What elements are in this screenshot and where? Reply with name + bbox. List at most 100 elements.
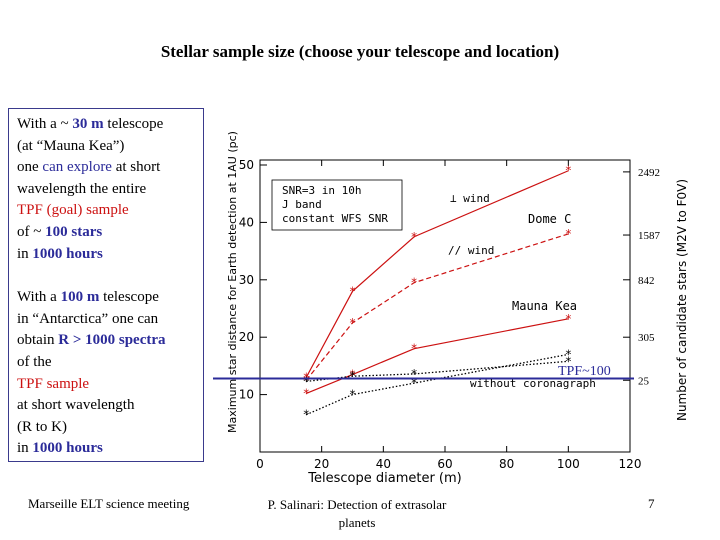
- text-line: of the: [17, 352, 195, 374]
- x-tick-label: 40: [376, 457, 391, 471]
- text-line: wavelength the entire: [17, 179, 195, 201]
- text-segment: TPF sample: [17, 375, 90, 392]
- text-box: With a ~ 30 m telescope (at “Mauna Kea”) o…: [8, 108, 204, 462]
- text-segment: 100 stars: [45, 223, 103, 240]
- text-line: With a 100 m telescope: [17, 287, 195, 309]
- right-tick-label: 25: [638, 375, 650, 387]
- data-point: *: [565, 227, 571, 241]
- text-segment: With a ~: [17, 116, 73, 132]
- data-point: *: [350, 316, 356, 330]
- text-block-30m: With a ~ 30 m telescope (at “Mauna Kea”) o…: [17, 114, 195, 265]
- text-line: of ~ 100 stars: [17, 222, 195, 244]
- text-segment: wavelength the entire: [17, 180, 147, 197]
- footer-page-number: 7: [648, 496, 655, 511]
- legend-band: J band: [282, 198, 322, 211]
- y-tick-label: 50: [239, 158, 254, 172]
- y-tick-label: 20: [239, 330, 254, 344]
- data-point: *: [303, 386, 309, 400]
- text-segment: at short: [111, 159, 161, 176]
- text-segment: TPF (goal) sample: [17, 202, 129, 219]
- text-segment: (at “Mauna Kea”): [17, 137, 125, 154]
- x-tick-label: 0: [256, 457, 264, 471]
- text-segment: one: [17, 159, 43, 176]
- text-line: in 1000 hours: [17, 438, 195, 460]
- data-point: *: [565, 312, 571, 326]
- text-segment: of the: [17, 353, 52, 370]
- y-axis-ticks: 10 20 30 40 50: [239, 158, 267, 402]
- data-point: *: [411, 230, 417, 244]
- x-tick-label: 20: [314, 457, 329, 471]
- series-line-1: [305, 233, 569, 381]
- series-line-4: [306, 360, 569, 383]
- series-line-0: [305, 170, 569, 378]
- y-tick-label: 40: [239, 215, 254, 229]
- footer-event: Marseille ELT science meeting: [28, 496, 190, 511]
- text-segment: can explore: [42, 159, 112, 176]
- text-segment: in “Antarctica” one can: [17, 310, 159, 327]
- x-tick-label: 80: [499, 457, 514, 471]
- data-point: *: [411, 342, 417, 356]
- annotation-dome-c: Dome C: [528, 212, 571, 226]
- right-axis-label: Number of candidate stars (M2V to F0V): [675, 179, 689, 421]
- text-line: obtain R > 1000 spectra: [17, 330, 195, 352]
- text-line: in 1000 hours: [17, 244, 195, 266]
- data-point: *: [411, 367, 417, 381]
- legend-wfs: constant WFS SNR: [282, 212, 388, 225]
- text-segment: telescope: [103, 116, 164, 132]
- data-point: *: [565, 164, 571, 178]
- right-axis-ticks: 25 305 842 1587 2492: [623, 167, 661, 387]
- data-point: *: [411, 376, 417, 390]
- data-point: *: [565, 354, 571, 368]
- annotation-par-wind: // wind: [448, 244, 494, 257]
- legend-snr: SNR=3 in 10h: [282, 184, 361, 197]
- text-line: at short wavelength: [17, 395, 195, 417]
- data-point: *: [303, 374, 309, 388]
- annotation-perp-wind: ⊥ wind: [450, 192, 490, 205]
- legend-box: [271, 179, 403, 231]
- x-tick-label: 60: [437, 457, 452, 471]
- text-segment: of ~: [17, 223, 46, 240]
- text-segment: 100 m: [60, 289, 100, 306]
- text-line: TPF (goal) sample: [17, 200, 195, 222]
- text-line: (R to K): [17, 417, 195, 439]
- text-block-100m: With a 100 m telescope in “Antarctica” on…: [17, 287, 195, 460]
- y-tick-label: 10: [239, 388, 254, 402]
- text-segment: obtain: [17, 332, 59, 349]
- text-line: TPF sample: [17, 374, 195, 396]
- data-point: *: [350, 284, 356, 298]
- data-point: *: [350, 368, 356, 382]
- series-line-3: [305, 353, 569, 416]
- x-tick-label: 100: [557, 457, 580, 471]
- right-tick-label: 1587: [638, 230, 661, 242]
- text-segment: in: [17, 440, 33, 457]
- right-tick-label: 842: [638, 275, 655, 287]
- annotation-tpf: TPF~100: [558, 364, 611, 379]
- text-line: one can explore at short: [17, 157, 195, 179]
- right-tick-label: 2492: [638, 167, 660, 179]
- x-axis-ticks: 0 20 40 60 80 100 120: [256, 160, 641, 471]
- text-line: (at “Mauna Kea”): [17, 136, 195, 158]
- text-segment: 30 m: [72, 116, 104, 132]
- data-point: *: [303, 408, 309, 422]
- text-segment: With a: [17, 289, 61, 306]
- right-tick-label: 305: [638, 332, 655, 344]
- text-segment: 1000 hours: [32, 245, 103, 262]
- x-axis-label: Telescope diameter (m): [307, 471, 461, 486]
- text-segment: at short wavelength: [17, 397, 135, 414]
- annotation-no-coronagraph: without coronagraph: [470, 377, 596, 390]
- data-point: *: [303, 373, 309, 387]
- y-tick-label: 30: [239, 273, 254, 287]
- data-point: *: [350, 369, 356, 383]
- annotation-mauna-kea: Mauna Kea: [512, 299, 577, 313]
- text-line: With a ~ 30 m telescope: [17, 114, 195, 136]
- series-line-2: [306, 318, 569, 395]
- slide-title: Stellar sample size (choose your telesco…: [160, 42, 560, 61]
- data-point: *: [303, 370, 309, 384]
- x-tick-label: 120: [619, 457, 642, 471]
- text-segment: (R to K): [17, 418, 67, 435]
- text-segment: 1000 hours: [32, 440, 103, 457]
- footer-author: P. Salinari: Detection of extrasolar pla…: [267, 497, 447, 530]
- text-segment: in: [17, 245, 33, 262]
- data-point: *: [565, 347, 571, 361]
- text-segment: R > 1000 spectra: [58, 332, 166, 349]
